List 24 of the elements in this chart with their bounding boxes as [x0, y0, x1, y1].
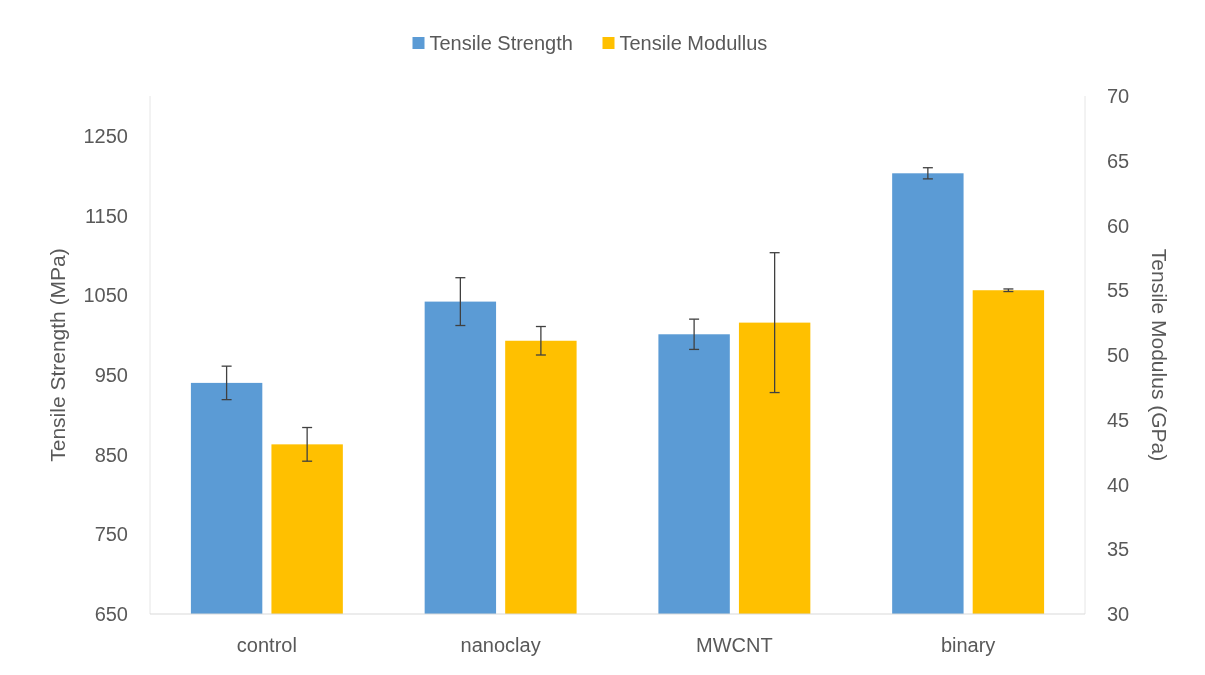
- y-tick-label: 950: [94, 363, 128, 386]
- x-tick-label: control: [236, 634, 297, 656]
- y-tick-label: 750: [94, 523, 128, 546]
- y2-axis-title: Tensile Modulus (GPa): [1148, 248, 1171, 462]
- y2-tick-label: 40: [1107, 473, 1130, 496]
- y-tick-label: 1050: [83, 284, 128, 307]
- y2-tick-label: 60: [1107, 214, 1130, 237]
- y2-tick-label: 45: [1107, 408, 1130, 431]
- y-tick-label: 650: [94, 603, 128, 625]
- y-tick-label: 1250: [83, 124, 128, 147]
- legend-label: Tensile Modullus: [619, 32, 768, 54]
- y-tick-label: 850: [94, 443, 128, 466]
- y2-tick-label: 65: [1107, 149, 1130, 172]
- y2-tick-label: 50: [1107, 344, 1130, 366]
- y-axis-title: Tensile Strength (MPa): [46, 248, 69, 462]
- y2-tick-label: 55: [1107, 279, 1130, 302]
- legend-label: Tensile Strength: [429, 32, 573, 54]
- y2-tick-label: 30: [1107, 603, 1130, 625]
- x-tick-label: MWCNT: [696, 634, 773, 656]
- y-tick-label: 1150: [84, 204, 128, 227]
- y2-tick-label: 35: [1107, 538, 1130, 561]
- y2-tick-label: 70: [1107, 85, 1130, 107]
- x-tick-label: nanoclay: [460, 634, 541, 656]
- x-tick-label: binary: [940, 634, 996, 656]
